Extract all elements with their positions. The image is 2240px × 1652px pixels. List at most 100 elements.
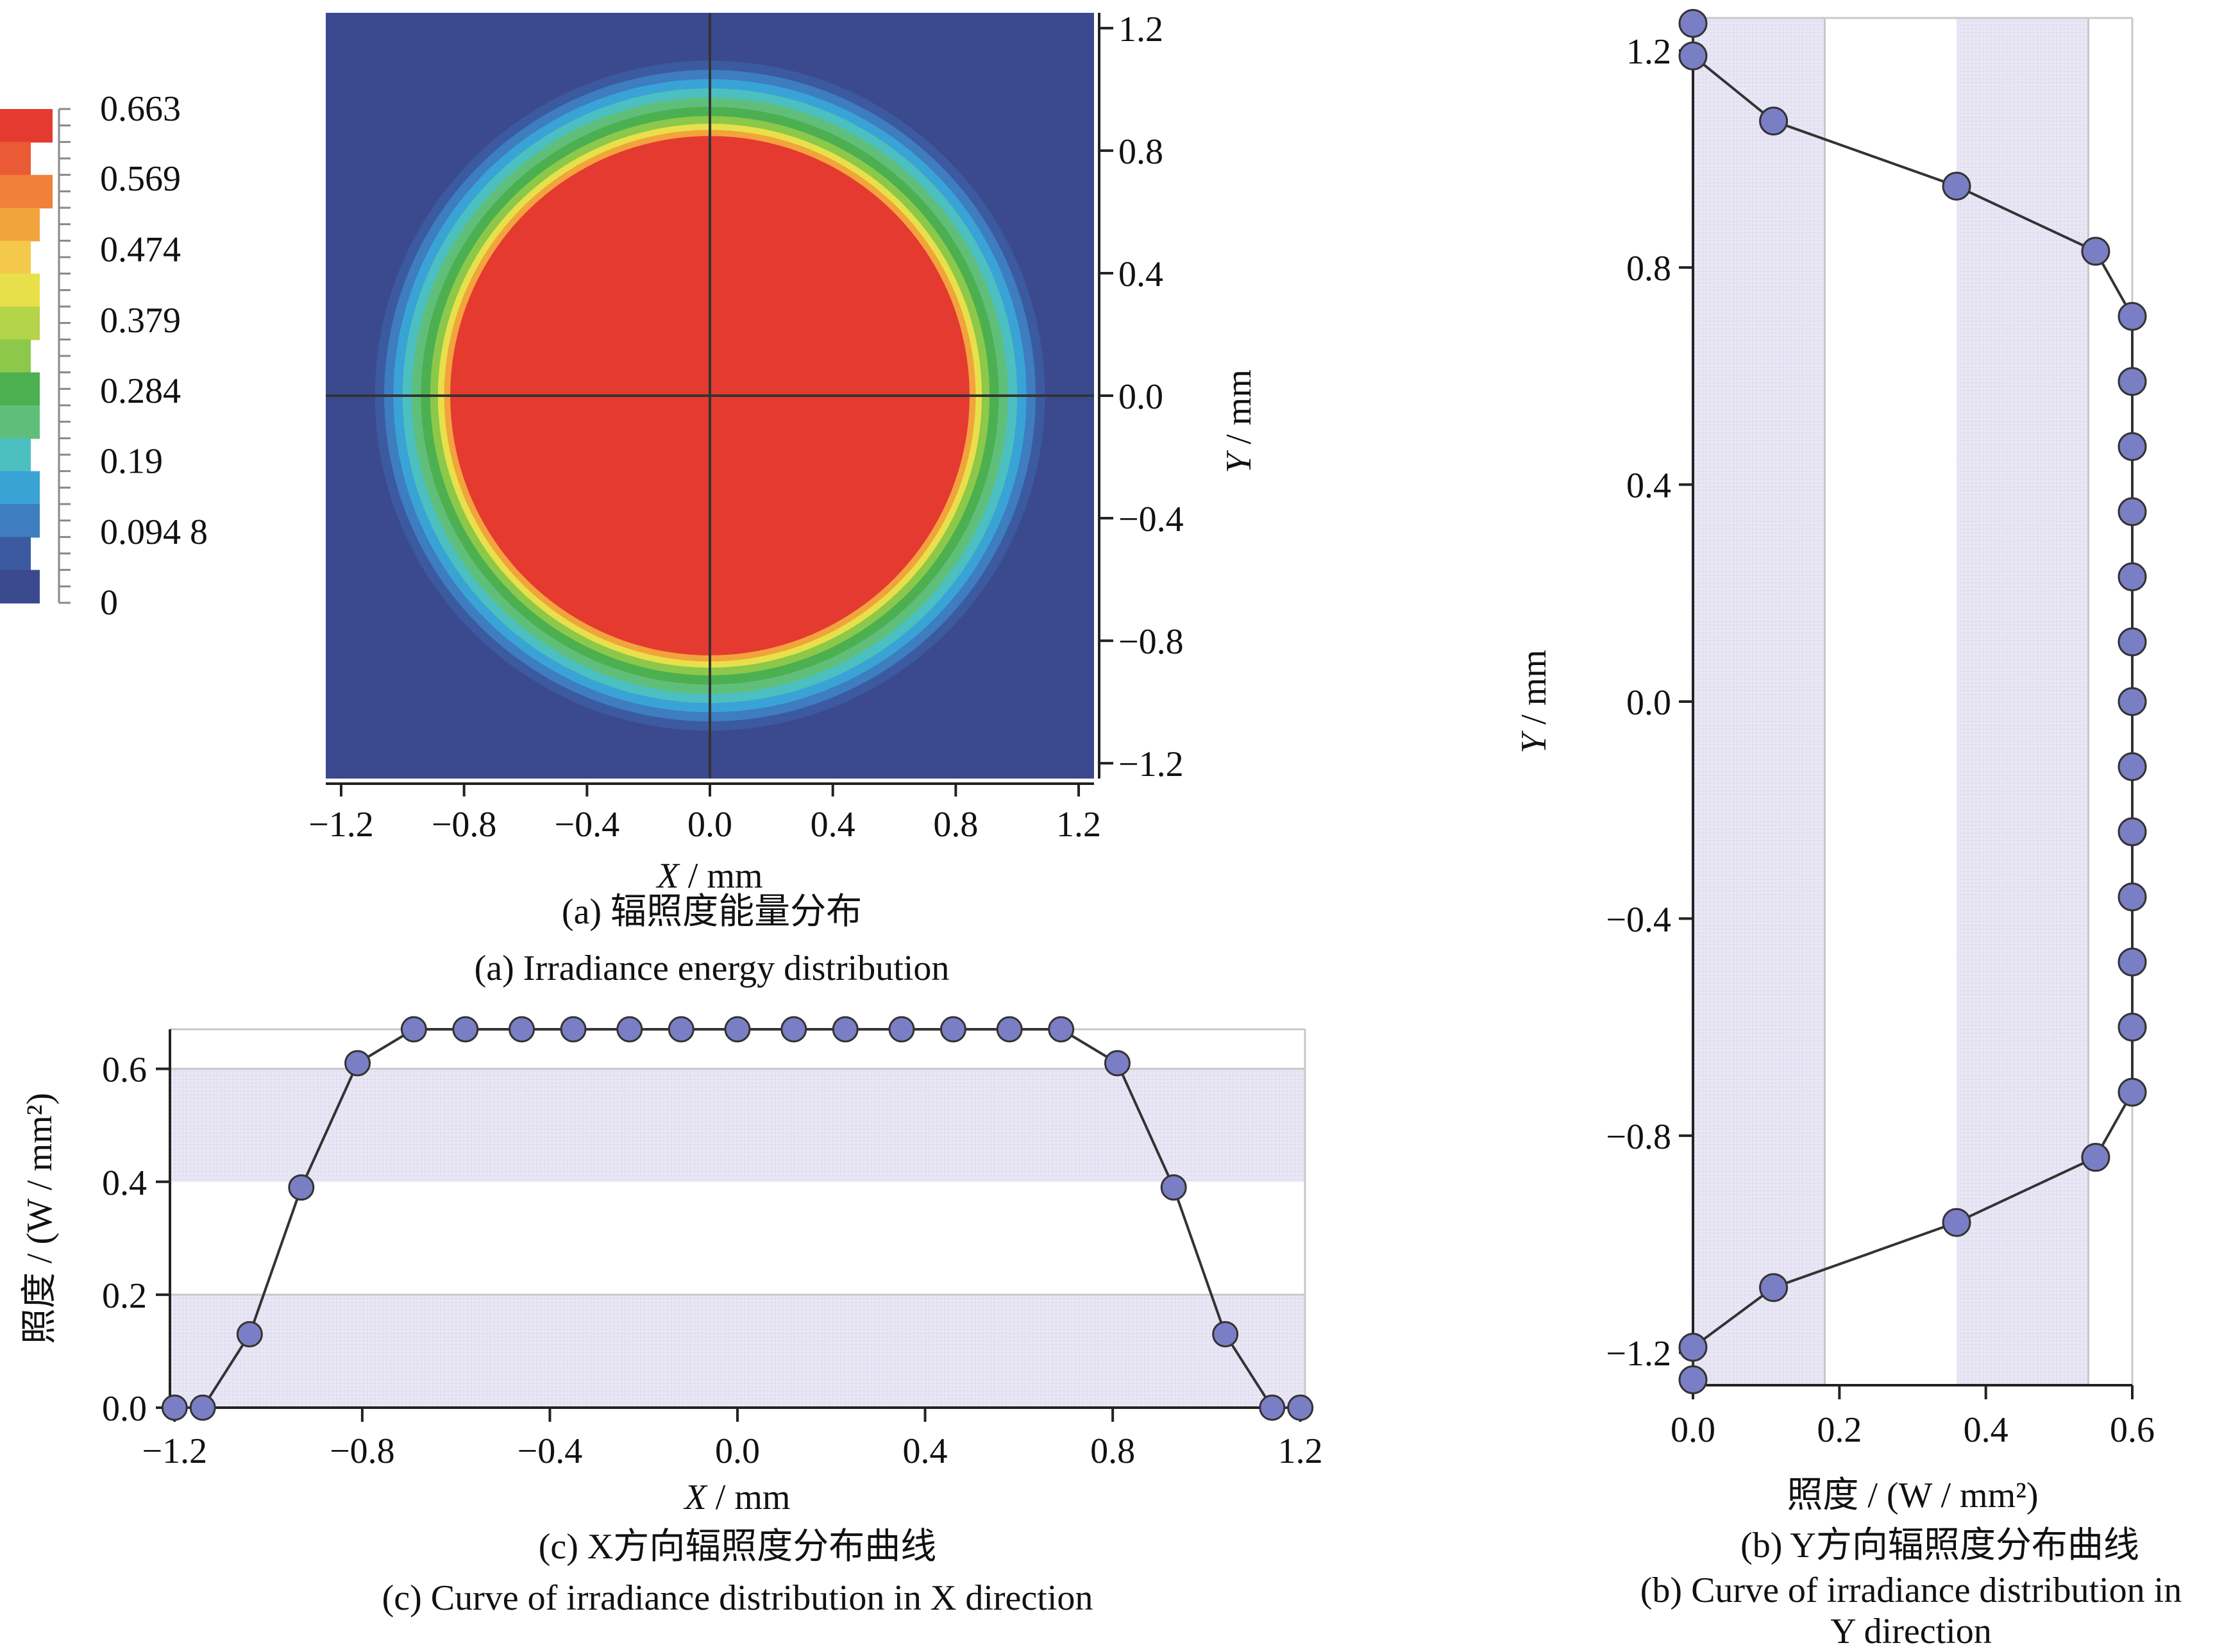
data-point xyxy=(2081,1143,2110,1172)
y-tick-label: −1.2 xyxy=(1606,1334,1671,1374)
colorbar-segment-13 xyxy=(0,537,31,571)
data-point xyxy=(344,1050,371,1077)
y-tick-label: −0.4 xyxy=(1606,900,1671,940)
x-tick-label: 0.0 xyxy=(715,1431,760,1471)
x-direction-line-chart: 0.0 0.2 0.4 0.6 −1.2 −0.8 −0.4 0.0 0.4 0.8 1.2 X / … xyxy=(20,1016,1323,1517)
shaded-band-1 xyxy=(170,1068,1305,1182)
data-point xyxy=(2118,432,2147,461)
data-point xyxy=(2118,947,2147,977)
data-point xyxy=(616,1016,643,1043)
colorbar-label: 0.19 xyxy=(100,441,163,481)
caption-a-en: (a) Irradiance energy distribution xyxy=(474,948,950,988)
data-point xyxy=(1104,1050,1131,1077)
data-point xyxy=(996,1016,1023,1043)
data-point xyxy=(1678,41,1708,71)
x-tick-label: −1.2 xyxy=(308,805,374,845)
caption-b-en-2: Y direction xyxy=(1830,1612,1992,1651)
data-point xyxy=(2118,562,2147,591)
data-point xyxy=(1678,8,1708,38)
caption-a-cn: (a) 辐照度能量分布 xyxy=(561,892,863,932)
data-point xyxy=(939,1016,966,1043)
data-point xyxy=(2118,1013,2147,1042)
colorbar-segment-12 xyxy=(0,504,40,538)
data-point xyxy=(288,1174,315,1201)
data-point xyxy=(161,1394,188,1421)
colorbar-label: 0.094 8 xyxy=(100,512,208,552)
colorbar-label: 0.379 xyxy=(100,301,181,341)
data-point xyxy=(724,1016,751,1043)
data-point xyxy=(1259,1394,1286,1421)
x-tick-label: −0.8 xyxy=(330,1431,395,1471)
y-tick-label: 0.0 xyxy=(102,1389,147,1429)
y-tick-label: 0.4 xyxy=(1118,255,1163,294)
colorbar-segment-9 xyxy=(0,405,40,439)
data-point xyxy=(2118,1077,2147,1107)
data-point xyxy=(509,1016,535,1043)
data-point xyxy=(189,1394,216,1421)
colorbar-segment-8 xyxy=(0,372,40,406)
data-point xyxy=(1287,1394,1314,1421)
x-tick-label: 0.8 xyxy=(933,805,978,845)
y-tick-label: 0.4 xyxy=(1626,466,1671,506)
x-tick-label: 0.2 xyxy=(1817,1410,1862,1450)
x-axis-title: X / mm xyxy=(684,1478,791,1517)
data-point xyxy=(452,1016,479,1043)
data-point xyxy=(2118,627,2147,657)
colorbar-segment-7 xyxy=(0,339,31,373)
x-tick-label: 0.4 xyxy=(811,805,855,845)
data-point xyxy=(668,1016,695,1043)
data-point xyxy=(1678,1333,1708,1362)
y-tick-label: −1.2 xyxy=(1118,745,1184,784)
x-axis-title: X / mm xyxy=(656,856,763,896)
shaded-band-0 xyxy=(170,1294,1305,1408)
y-tick-label: 1.2 xyxy=(1118,10,1163,49)
x-tick-label: 1.2 xyxy=(1278,1431,1323,1471)
colorbar-segment-0 xyxy=(0,109,53,143)
shaded-band-0 xyxy=(1693,18,1825,1385)
y-tick-label: 0.0 xyxy=(1118,377,1163,417)
data-point xyxy=(1678,1365,1708,1395)
data-point xyxy=(1759,1273,1789,1302)
heatmap-chart: 1.2 0.8 0.4 0.0 −0.4 −0.8 −1.2 −1.2 −0.8 −0.4 0.0 0… xyxy=(0,10,1259,896)
data-point xyxy=(1048,1016,1075,1043)
x-tick-label: −0.4 xyxy=(518,1431,583,1471)
x-tick-label: 0.4 xyxy=(1964,1410,2008,1450)
y-tick-label: 0.2 xyxy=(102,1276,147,1316)
colorbar-label: 0.663 xyxy=(100,89,181,129)
caption-b-en-1: (b) Curve of irradiance distribution in xyxy=(1640,1571,2182,1610)
caption-c-cn: (c) X方向辐照度分布曲线 xyxy=(538,1527,937,1567)
colorbar-segment-4 xyxy=(0,240,31,274)
data-point xyxy=(832,1016,859,1043)
colorbar-segment-11 xyxy=(0,471,40,505)
data-point xyxy=(1759,106,1789,136)
data-point xyxy=(1212,1321,1239,1348)
x-axis-title: 照度 / (W / mm²) xyxy=(1787,1476,2038,1515)
y-tick-label: −0.4 xyxy=(1118,500,1184,539)
colorbar-label: 0 xyxy=(100,583,118,623)
x-tick-label: −0.4 xyxy=(555,805,620,845)
data-point xyxy=(560,1016,587,1043)
x-tick-label: 0.0 xyxy=(1671,1410,1715,1450)
data-point xyxy=(2118,687,2147,716)
data-point xyxy=(1942,171,1971,201)
x-tick-label: 1.2 xyxy=(1056,805,1101,845)
y-tick-label: 0.6 xyxy=(102,1050,147,1090)
y-tick-label: 0.8 xyxy=(1118,132,1163,172)
y-axis-title: Y / mm xyxy=(1514,650,1554,754)
data-point xyxy=(2081,237,2110,266)
colorbar-segment-5 xyxy=(0,273,40,307)
colorbar-segment-3 xyxy=(0,208,40,242)
data-point xyxy=(888,1016,915,1043)
data-point xyxy=(2118,882,2147,912)
y-tick-label: −0.8 xyxy=(1118,622,1184,662)
colorbar-segment-6 xyxy=(0,307,40,341)
data-point xyxy=(2118,497,2147,527)
caption-b-cn: (b) Y方向辐照度分布曲线 xyxy=(1740,1526,2139,1565)
y-axis-title: Y / mm xyxy=(1219,369,1259,473)
data-point xyxy=(2118,817,2147,847)
colorbar-segment-14 xyxy=(0,569,40,603)
data-point xyxy=(2118,752,2147,782)
caption-c-en: (c) Curve of irradiance distribution in … xyxy=(382,1578,1093,1618)
colorbar-segment-10 xyxy=(0,438,31,472)
